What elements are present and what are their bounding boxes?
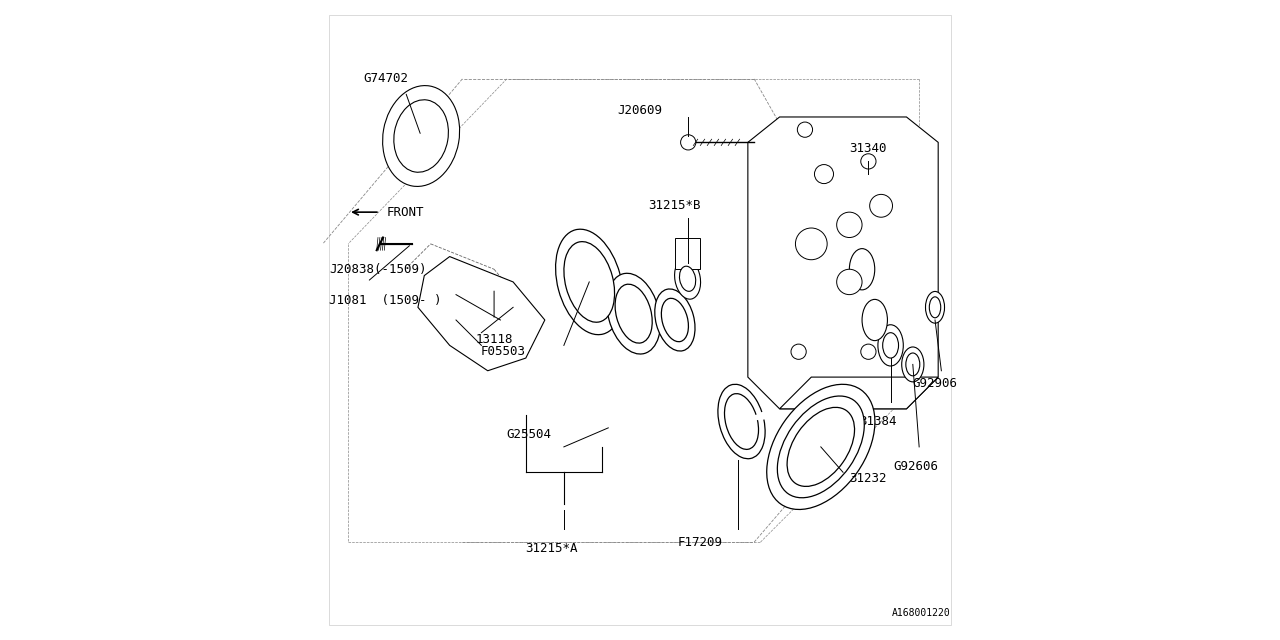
Circle shape: [860, 344, 876, 359]
Text: F17209: F17209: [678, 536, 723, 548]
Ellipse shape: [901, 347, 924, 382]
Ellipse shape: [878, 324, 904, 366]
Ellipse shape: [616, 284, 653, 343]
Text: G92606: G92606: [893, 460, 938, 472]
Ellipse shape: [883, 333, 899, 358]
Ellipse shape: [564, 242, 614, 323]
Ellipse shape: [767, 384, 876, 509]
Circle shape: [814, 164, 833, 184]
Text: G92906: G92906: [913, 377, 957, 390]
Ellipse shape: [655, 289, 695, 351]
Circle shape: [797, 122, 813, 138]
Text: A168001220: A168001220: [892, 608, 951, 618]
Text: FRONT: FRONT: [387, 205, 424, 219]
Text: J20609: J20609: [617, 104, 662, 117]
Bar: [675, 237, 700, 269]
Ellipse shape: [777, 396, 864, 498]
Ellipse shape: [383, 86, 460, 186]
Circle shape: [681, 135, 696, 150]
Ellipse shape: [675, 259, 700, 299]
Polygon shape: [748, 117, 938, 409]
Ellipse shape: [861, 300, 887, 340]
FancyBboxPatch shape: [329, 15, 951, 625]
Ellipse shape: [607, 273, 660, 354]
Text: 31215*B: 31215*B: [649, 199, 701, 212]
Ellipse shape: [680, 266, 696, 291]
Text: 31215*A: 31215*A: [525, 542, 577, 555]
Text: G74702: G74702: [364, 72, 408, 85]
Ellipse shape: [556, 229, 623, 335]
Text: 31232: 31232: [850, 472, 887, 485]
Ellipse shape: [925, 291, 945, 323]
Circle shape: [869, 195, 892, 217]
Circle shape: [795, 228, 827, 260]
Polygon shape: [419, 257, 545, 371]
Polygon shape: [780, 377, 938, 409]
Ellipse shape: [906, 353, 920, 376]
Ellipse shape: [850, 248, 874, 290]
Ellipse shape: [394, 100, 448, 172]
Circle shape: [837, 212, 861, 237]
Ellipse shape: [787, 407, 855, 486]
Circle shape: [791, 344, 806, 359]
Text: 13118: 13118: [475, 333, 513, 346]
Text: J20838(-1509): J20838(-1509): [329, 262, 426, 276]
Text: F05503: F05503: [481, 345, 526, 358]
Circle shape: [860, 154, 876, 169]
Text: 31384: 31384: [859, 415, 897, 428]
Text: J1081  (1509- ): J1081 (1509- ): [329, 294, 442, 307]
Text: G25504: G25504: [506, 428, 552, 441]
Circle shape: [837, 269, 861, 294]
Ellipse shape: [662, 298, 689, 342]
Text: 31340: 31340: [850, 142, 887, 155]
Ellipse shape: [929, 297, 941, 318]
